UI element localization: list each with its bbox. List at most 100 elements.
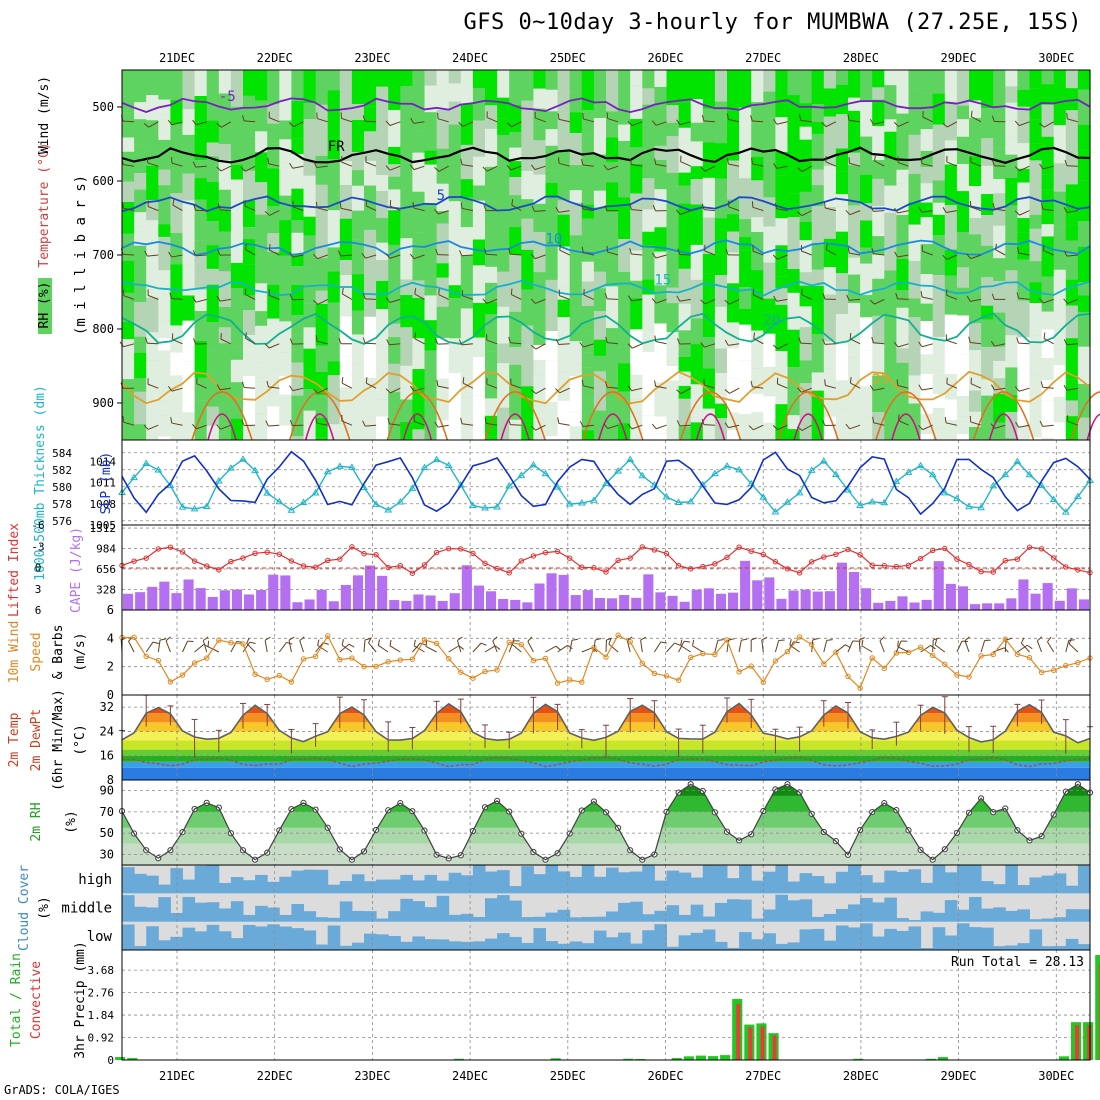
cape-bar	[328, 601, 339, 610]
rh-cell	[230, 359, 244, 383]
temp-axis-label: 2m Temp	[7, 712, 22, 767]
rh-cell	[400, 70, 413, 87]
rh-cell	[993, 179, 1006, 194]
rh-cell	[848, 357, 861, 382]
profile-wind-barb-flag	[414, 288, 417, 295]
surface-wind-barb	[511, 644, 522, 653]
cape-bar	[244, 594, 255, 610]
rh-cell	[255, 131, 268, 153]
warm-contour	[875, 391, 937, 441]
rh-tick-label: 30	[100, 847, 114, 861]
cloud-cell-middle	[122, 895, 135, 922]
surface-wind-barb	[956, 640, 963, 653]
rh-cell	[472, 156, 486, 186]
profile-wind-barb-flag	[530, 425, 537, 431]
rh-cell	[799, 175, 813, 192]
rh-cell	[896, 215, 910, 232]
rh-cell	[956, 287, 970, 316]
profile-wind-barb-flag	[192, 119, 197, 126]
rh-cell	[122, 379, 135, 395]
profile-wind-barb	[486, 422, 498, 426]
profile-wind-barb-flag	[677, 248, 681, 255]
profile-wind-barb-flag	[797, 426, 803, 431]
rh-cell	[376, 399, 389, 417]
li-tick-label: 3	[35, 583, 42, 596]
profile-wind-barb-flag	[1063, 298, 1068, 304]
cloud-cell-low	[956, 923, 970, 950]
rh-cell	[884, 234, 897, 271]
rh-cell	[606, 355, 619, 391]
rh-cell	[932, 140, 946, 181]
cloud-cell-middle	[835, 908, 849, 922]
rh-cell	[763, 422, 776, 440]
rh-cell	[908, 105, 922, 135]
isotherm-line	[121, 146, 1091, 164]
rh-cell	[291, 154, 305, 189]
rh-cell	[485, 266, 498, 283]
rh-cell	[811, 70, 825, 105]
wind-marker	[942, 661, 948, 667]
profile-wind-barb-flag	[362, 293, 366, 300]
thickness-marker	[444, 461, 453, 468]
cape-bar	[1006, 598, 1017, 610]
profile-wind-barb	[389, 298, 401, 303]
cloud-cell-middle	[787, 900, 801, 922]
li-marker	[216, 567, 222, 573]
cloud-cell-high	[388, 879, 401, 894]
rh-cell	[569, 363, 583, 377]
rh-cell	[593, 355, 607, 372]
rh-cell	[521, 249, 534, 290]
hot-contour	[598, 413, 628, 441]
thickness-marker	[323, 467, 332, 475]
cloud-cell-low	[739, 932, 752, 950]
rh-cell	[436, 148, 450, 184]
rh-cell	[182, 264, 196, 296]
profile-wind-barb-flag	[193, 338, 197, 345]
surface-wind-barb-flag	[246, 637, 250, 644]
profile-wind-barb-flag	[676, 119, 681, 125]
profile-wind-barb-flag	[894, 207, 899, 214]
rh-cell	[642, 351, 655, 393]
profile-wind-barb-flag	[362, 420, 366, 427]
rh-cell	[497, 166, 510, 205]
rh-cell	[279, 195, 292, 221]
rh-cell	[666, 287, 680, 304]
thickness-marker	[1013, 457, 1022, 465]
rh-cell	[206, 70, 220, 97]
profile-wind-barb-flag	[315, 335, 318, 342]
profile-wind-barb-flag	[797, 211, 803, 217]
cloud-cell-low	[351, 942, 365, 950]
precip-total-bar	[853, 1058, 864, 1060]
rh-cell	[424, 240, 438, 277]
rh-cell	[315, 184, 329, 222]
rh-cell	[642, 415, 655, 440]
rh-cell	[884, 331, 897, 374]
profile-wind-barb-flag	[508, 248, 511, 255]
rh-cell	[678, 385, 692, 399]
cloud-cell-low	[835, 925, 849, 950]
rh-cell	[654, 189, 668, 228]
surface-wind-barb	[299, 640, 304, 653]
rh-cell	[436, 306, 450, 338]
surface-wind-barb-flag	[933, 637, 940, 641]
rh-cell	[956, 416, 970, 434]
wind-marker	[833, 649, 839, 655]
rh-cell	[351, 295, 365, 311]
surface-wind-barb	[920, 645, 931, 653]
rh-cell	[690, 318, 704, 345]
rh-cell	[932, 303, 946, 337]
rh-cell	[509, 347, 522, 365]
profile-wind-barb	[873, 342, 885, 345]
profile-wind-barb	[994, 208, 1006, 212]
rh-cell	[557, 163, 571, 201]
rh-cell	[521, 134, 534, 147]
rh-cell	[775, 404, 789, 426]
profile-wind-barb-flag	[870, 205, 874, 212]
rh-cell	[472, 265, 486, 304]
cape-bar	[570, 595, 581, 610]
cloud-cell-high	[981, 881, 994, 894]
rh-cell	[763, 226, 776, 263]
profile-wind-barb	[897, 254, 909, 258]
rh-cell	[763, 396, 776, 423]
profile-wind-barb	[558, 118, 570, 123]
